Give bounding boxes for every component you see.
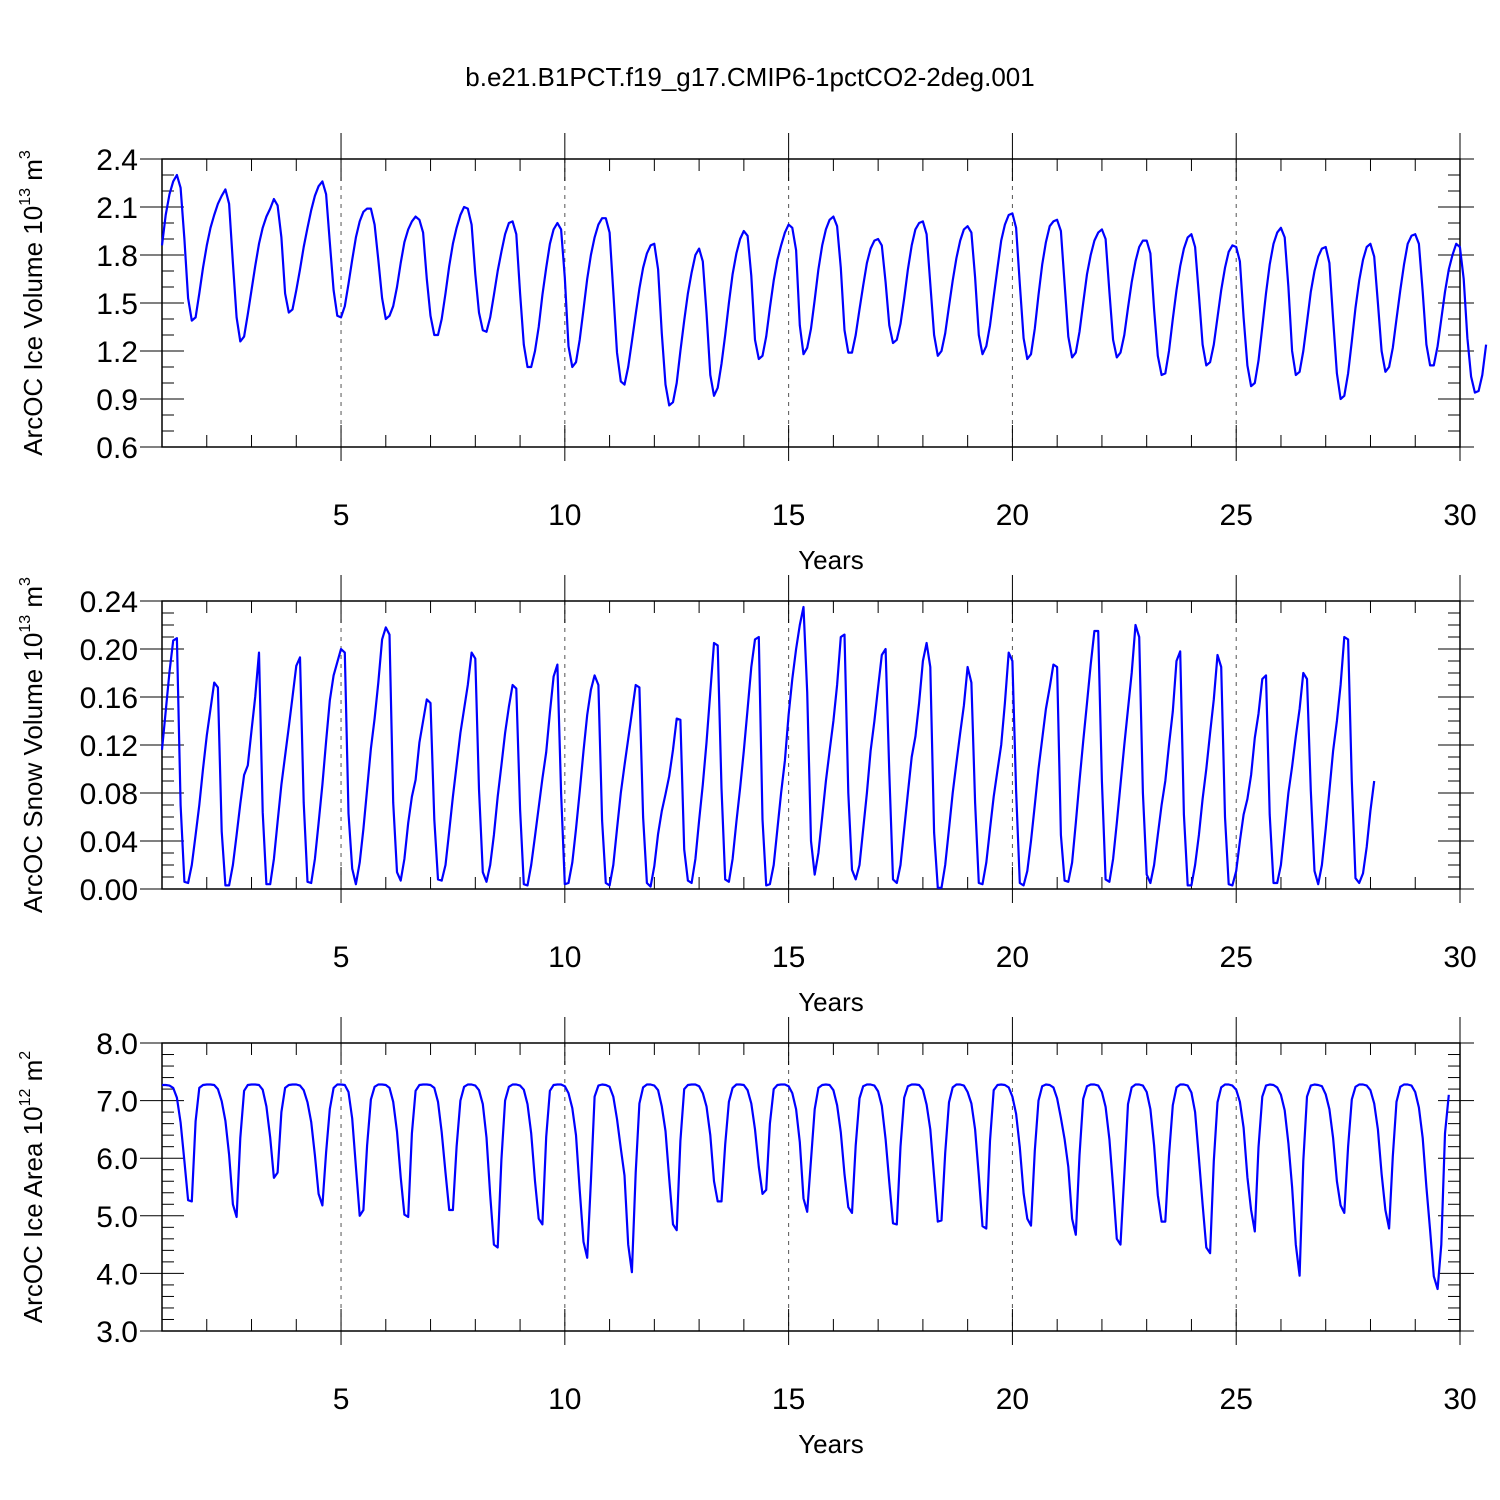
ice-area-series-line bbox=[162, 1083, 1450, 1291]
y-tick-label: 5.0 bbox=[96, 1201, 138, 1234]
x-axis-label: Years bbox=[798, 987, 864, 1017]
y-tick-label: 0.08 bbox=[80, 778, 138, 811]
x-tick-label: 15 bbox=[772, 499, 805, 532]
chart-title: b.e21.B1PCT.f19_g17.CMIP6-1pctCO2-2deg.0… bbox=[465, 62, 1035, 92]
y-tick-label: 0.16 bbox=[80, 682, 138, 715]
y-tick-label: 1.5 bbox=[96, 288, 138, 321]
snow-volume-series-line bbox=[160, 605, 1376, 889]
x-tick-label: 5 bbox=[333, 499, 350, 532]
snow-volume-panel: 5 10 15 20 25 30 0.00 0.04 0.08 0.12 0.16 0.20 0.24 Y… bbox=[17, 575, 1477, 1017]
y-tick-label: 0.00 bbox=[80, 874, 138, 907]
y-tick-label: 0.6 bbox=[96, 432, 138, 465]
x-tick-label: 15 bbox=[772, 1383, 805, 1416]
x-tick-label: 25 bbox=[1220, 941, 1253, 974]
x-tick-label: 30 bbox=[1443, 1383, 1476, 1416]
x-tick-label: 10 bbox=[548, 1383, 581, 1416]
y-axis-label: ArcOC Ice Area 1012 m2 bbox=[17, 1051, 48, 1323]
x-tick-label: 25 bbox=[1220, 499, 1253, 532]
x-tick-label: 20 bbox=[996, 1383, 1029, 1416]
y-tick-label: 3.0 bbox=[96, 1316, 138, 1349]
x-tick-label: 30 bbox=[1443, 499, 1476, 532]
y-axis-label: ArcOC Ice Volume 1013 m3 bbox=[17, 150, 48, 456]
y-tick-label: 2.4 bbox=[96, 144, 138, 177]
x-tick-label: 25 bbox=[1220, 1383, 1253, 1416]
x-tick-label: 10 bbox=[548, 499, 581, 532]
y-tick-label: 2.1 bbox=[96, 192, 138, 225]
y-tick-label: 6.0 bbox=[96, 1143, 138, 1176]
x-tick-label: 20 bbox=[996, 499, 1029, 532]
plot-frame bbox=[161, 158, 1461, 448]
y-tick-label: 4.0 bbox=[96, 1258, 138, 1291]
x-tick-label: 20 bbox=[996, 941, 1029, 974]
ice-area-panel: 5 10 15 20 25 30 3.0 4.0 5.0 6.0 7.0 8.0 Years ArcOC … bbox=[17, 1017, 1477, 1459]
x-tick-label: 5 bbox=[333, 941, 350, 974]
y-tick-label: 1.2 bbox=[96, 336, 138, 369]
y-axis-label: ArcOC Snow Volume 1013 m3 bbox=[17, 577, 48, 913]
plot-frame bbox=[161, 1042, 1461, 1332]
y-tick-label: 0.04 bbox=[80, 826, 138, 859]
x-tick-label: 30 bbox=[1443, 941, 1476, 974]
x-tick-label: 5 bbox=[333, 1383, 350, 1416]
y-tick-label: 0.20 bbox=[80, 634, 138, 667]
y-tick-label: 7.0 bbox=[96, 1086, 138, 1119]
x-axis-label: Years bbox=[798, 1429, 864, 1459]
x-tick-label: 15 bbox=[772, 941, 805, 974]
x-tick-label: 10 bbox=[548, 941, 581, 974]
y-tick-label: 8.0 bbox=[96, 1028, 138, 1061]
y-tick-label: 1.8 bbox=[96, 240, 138, 273]
x-axis-label: Years bbox=[798, 545, 864, 575]
y-tick-label: 0.24 bbox=[80, 586, 138, 619]
y-tick-label: 0.9 bbox=[96, 384, 138, 417]
y-tick-label: 0.12 bbox=[80, 730, 138, 763]
ice-volume-panel: 5 10 15 20 25 30 0.6 0.9 1.2 1.5 1.8 2.1 2.4 Years Arc… bbox=[17, 133, 1488, 575]
ice-volume-series-line bbox=[160, 173, 1488, 407]
